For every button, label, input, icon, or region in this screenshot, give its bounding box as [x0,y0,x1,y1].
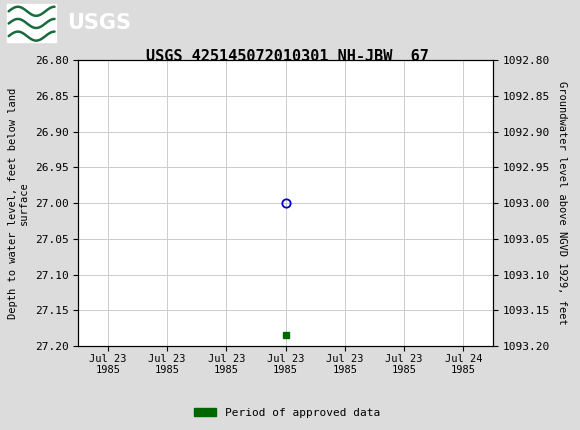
FancyBboxPatch shape [7,3,56,42]
Y-axis label: Groundwater level above NGVD 1929, feet: Groundwater level above NGVD 1929, feet [557,81,567,325]
Text: USGS: USGS [67,12,130,33]
Text: USGS 425145072010301 NH-JBW  67: USGS 425145072010301 NH-JBW 67 [146,49,429,64]
Y-axis label: Depth to water level, feet below land
surface: Depth to water level, feet below land su… [8,88,29,319]
Legend: Period of approved data: Period of approved data [190,403,385,422]
